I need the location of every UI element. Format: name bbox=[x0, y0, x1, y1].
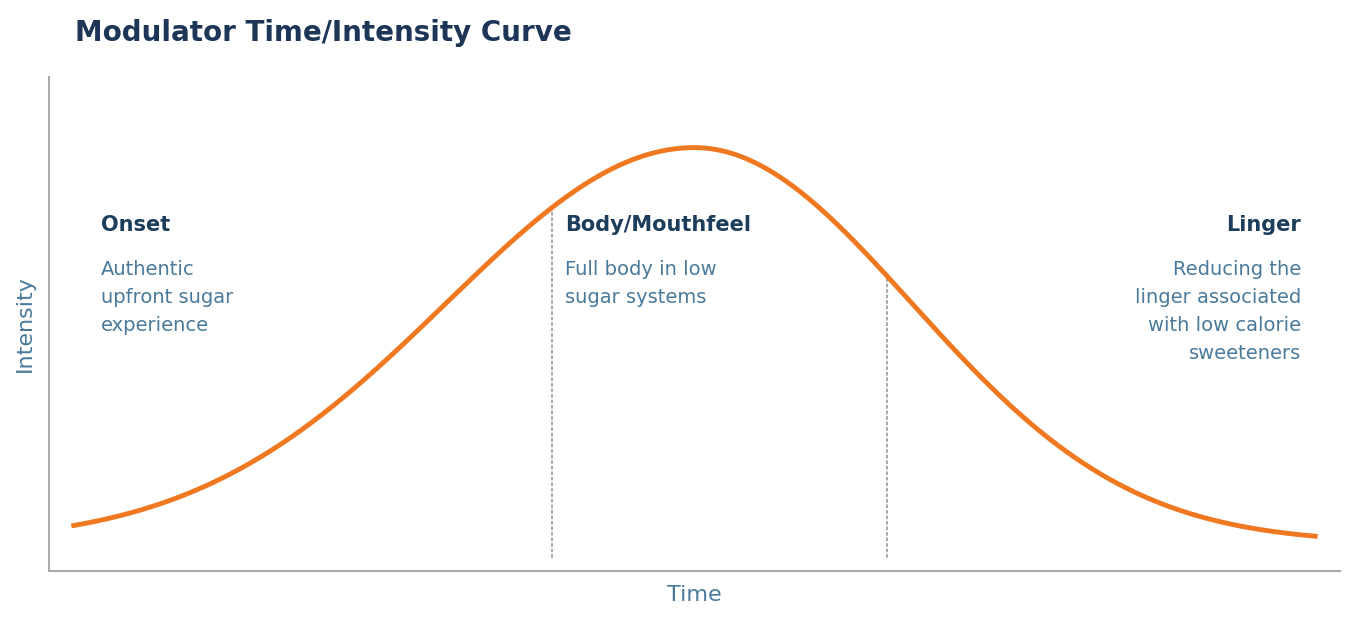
Text: Linger: Linger bbox=[1226, 215, 1301, 236]
Text: Modulator Time/Intensity Curve: Modulator Time/Intensity Curve bbox=[75, 19, 572, 46]
Text: Onset: Onset bbox=[100, 215, 169, 236]
Text: Full body in low
sugar systems: Full body in low sugar systems bbox=[565, 260, 717, 307]
Text: Authentic
upfront sugar
experience: Authentic upfront sugar experience bbox=[100, 260, 233, 335]
Text: Body/Mouthfeel: Body/Mouthfeel bbox=[565, 215, 751, 236]
Y-axis label: Intensity: Intensity bbox=[15, 276, 35, 373]
X-axis label: Time: Time bbox=[667, 585, 722, 605]
Text: Reducing the
linger associated
with low calorie
sweeteners: Reducing the linger associated with low … bbox=[1135, 260, 1301, 363]
